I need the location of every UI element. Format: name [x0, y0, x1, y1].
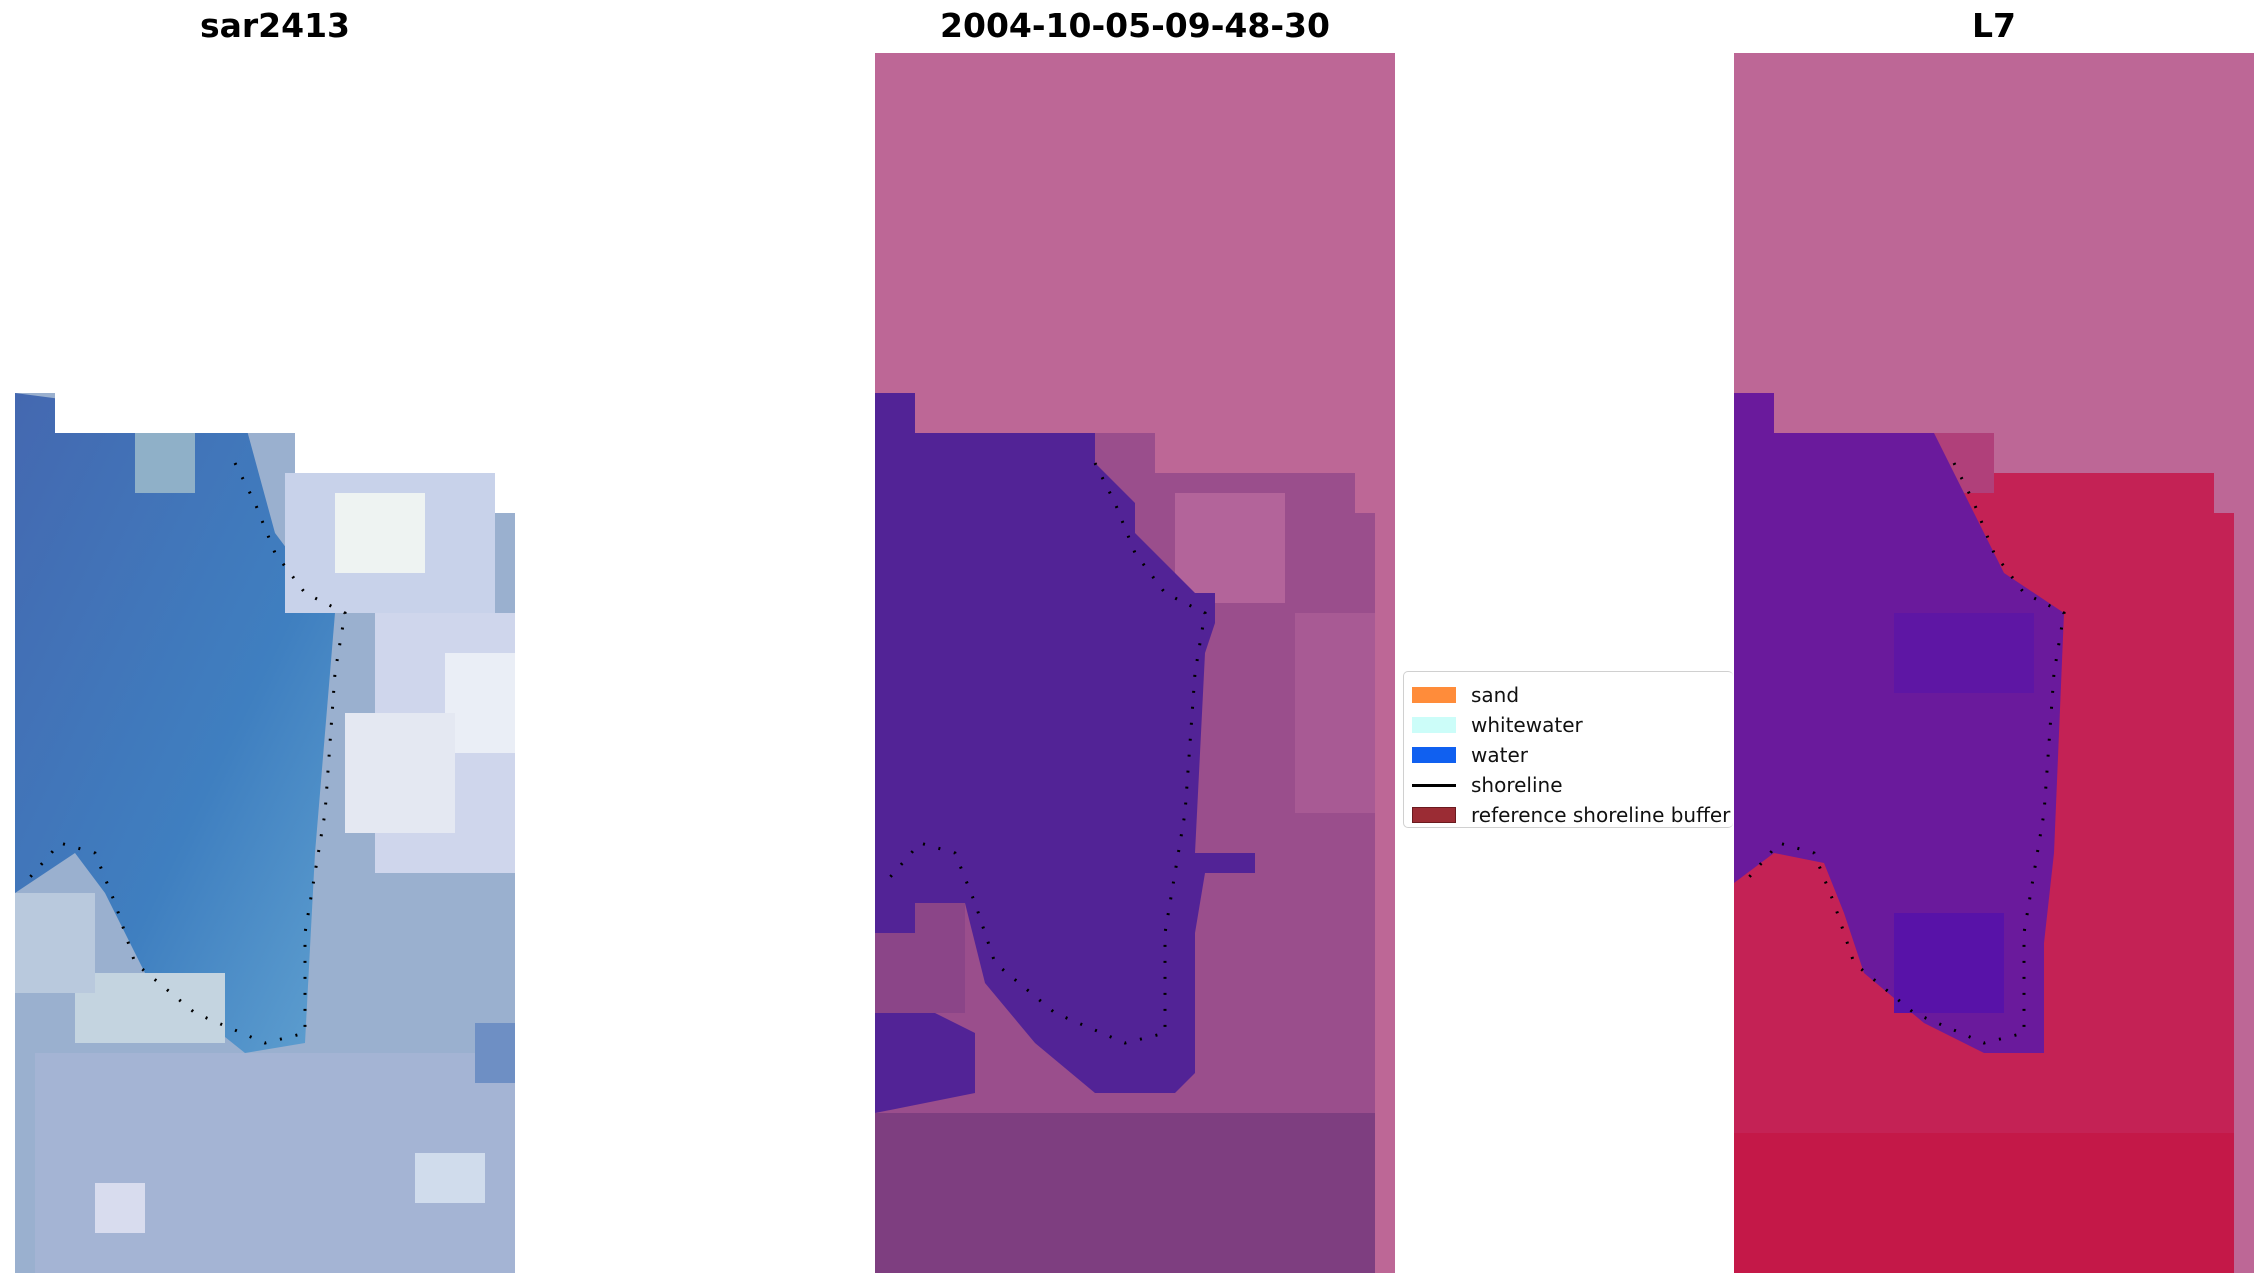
rgb-image-panel	[15, 53, 515, 1273]
legend-item-sand: sand	[1412, 680, 1519, 710]
panel-title-l7: L7	[1972, 6, 2016, 45]
legend-label: shoreline	[1471, 773, 1563, 797]
legend-label: reference shoreline buffer	[1471, 803, 1731, 827]
water-swatch	[1412, 747, 1456, 763]
l7-water-region	[1734, 393, 2064, 1053]
shoreline-swatch	[1412, 783, 1456, 787]
whitewater-swatch	[1412, 717, 1456, 733]
legend-label: sand	[1471, 683, 1520, 707]
legend-item-reference-buffer: reference shoreline buffer	[1412, 800, 1731, 827]
reference-buffer-swatch	[1412, 807, 1456, 823]
water-region	[875, 393, 1255, 1113]
panel-title-sar: sar2413	[199, 6, 351, 45]
legend-item-whitewater: whitewater	[1412, 710, 1583, 740]
sand-swatch	[1412, 687, 1456, 703]
legend-item-shoreline: shoreline	[1412, 770, 1563, 800]
legend-label: water	[1471, 743, 1528, 767]
l7-image-panel	[1734, 53, 2254, 1273]
classified-image-panel	[875, 53, 1395, 1273]
panel-title-date: 2004-10-05-09-48-30	[940, 6, 1330, 45]
legend: sand whitewater water shoreline referenc…	[1403, 671, 1733, 828]
legend-item-water: water	[1412, 740, 1528, 770]
rgb-imagery	[15, 393, 515, 1273]
legend-label: whitewater	[1471, 713, 1583, 737]
